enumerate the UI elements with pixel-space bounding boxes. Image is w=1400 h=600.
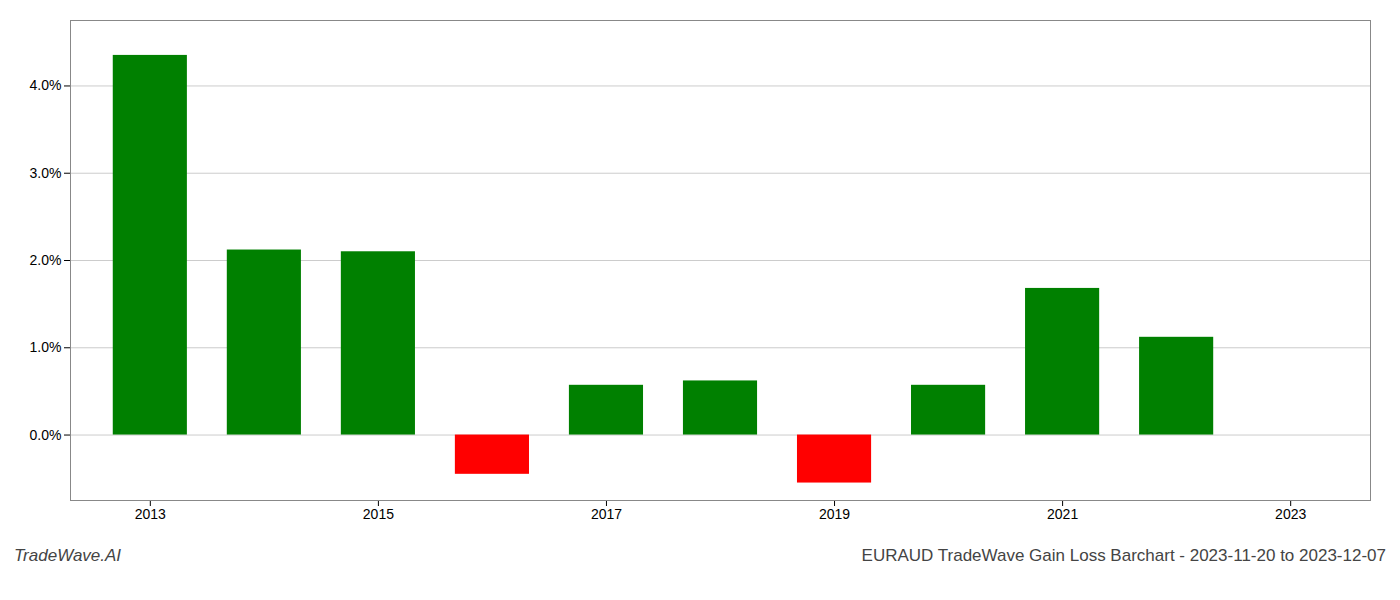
html-text:EURAUD TradeWave Gain Loss Bar: EURAUD TradeWave Gain Loss Barchart - 20… [861, 546, 1386, 565]
svg-text:4.0%: 4.0% [30, 77, 62, 93]
html-text:TradeWave.AI: TradeWave.AI [14, 546, 122, 565]
svg-text:2.0%: 2.0% [30, 252, 62, 268]
svg-text:2015: 2015 [363, 506, 394, 522]
svg-text:3.0%: 3.0% [30, 165, 62, 181]
svg-text:0.0%: 0.0% [30, 427, 62, 443]
svg-text:2023: 2023 [1275, 506, 1306, 522]
svg-text:2021: 2021 [1047, 506, 1078, 522]
svg-text:2017: 2017 [591, 506, 622, 522]
svg-text:2019: 2019 [819, 506, 850, 522]
svg-text:1.0%: 1.0% [30, 339, 62, 355]
svg-text:2013: 2013 [135, 506, 166, 522]
